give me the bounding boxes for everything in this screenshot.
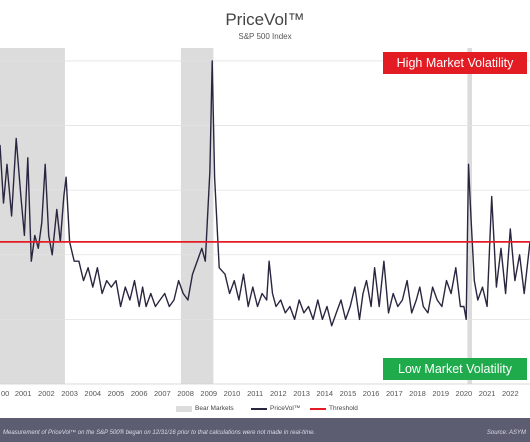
x-tick-label: 2012 <box>270 389 287 398</box>
x-tick-label: 2010 <box>224 389 241 398</box>
x-tick-label: 2008 <box>177 389 194 398</box>
x-tick-label: 2022 <box>502 389 519 398</box>
x-tick-label: 2004 <box>84 389 101 398</box>
x-tick-labels: 00 2001 2002 2003 2004 2005 2006 2007 2008 2009 20… <box>1 389 519 398</box>
bear-market-band <box>0 48 65 384</box>
x-tick-label: 2009 <box>200 389 217 398</box>
legend-pricevol-swatch <box>251 408 267 410</box>
bear-market-band <box>180 48 214 384</box>
legend-bear-label: Bear Markets <box>195 405 234 412</box>
chart-subtitle: S&P 500 Index <box>238 32 292 41</box>
gridlines <box>0 60 530 385</box>
chart-title: PriceVol™ <box>225 10 305 29</box>
legend-threshold-label: Threshold <box>329 405 358 412</box>
x-tick-label: 2016 <box>363 389 380 398</box>
x-tick-label: 2002 <box>38 389 55 398</box>
x-tick-label: 00 <box>1 389 9 398</box>
x-tick-label: 2007 <box>154 389 171 398</box>
x-tick-label: 2021 <box>479 389 496 398</box>
x-tick-label: 2019 <box>432 389 449 398</box>
source-note: Source: ASYM <box>486 430 526 436</box>
footer-bar <box>0 418 530 442</box>
high-volatility-label: High Market Volatility <box>383 52 527 74</box>
x-tick-label: 2015 <box>340 389 357 398</box>
x-tick-label: 2003 <box>61 389 78 398</box>
footnote: Measurement of PriceVol™ on the S&P 500®… <box>3 430 316 436</box>
x-tick-label: 2006 <box>131 389 148 398</box>
legend-bear-swatch <box>176 406 192 412</box>
bear-market-bands <box>0 48 473 384</box>
x-tick-label: 2005 <box>108 389 125 398</box>
legend: Bear Markets PriceVol™ Threshold <box>0 403 530 415</box>
x-tick-label: 2001 <box>15 389 32 398</box>
x-tick-label: 2018 <box>409 389 426 398</box>
pricevol-line <box>0 60 530 327</box>
legend-pricevol-label: PriceVol™ <box>270 405 301 412</box>
x-tick-label: 2014 <box>316 389 333 398</box>
legend-threshold-swatch <box>310 408 326 410</box>
low-volatility-label: Low Market Volatility <box>383 358 527 380</box>
x-tick-label: 2011 <box>247 389 263 398</box>
bear-market-band <box>467 48 473 384</box>
x-tick-label: 2020 <box>456 389 473 398</box>
x-tick-label: 2013 <box>293 389 310 398</box>
x-tick-label: 2017 <box>386 389 403 398</box>
